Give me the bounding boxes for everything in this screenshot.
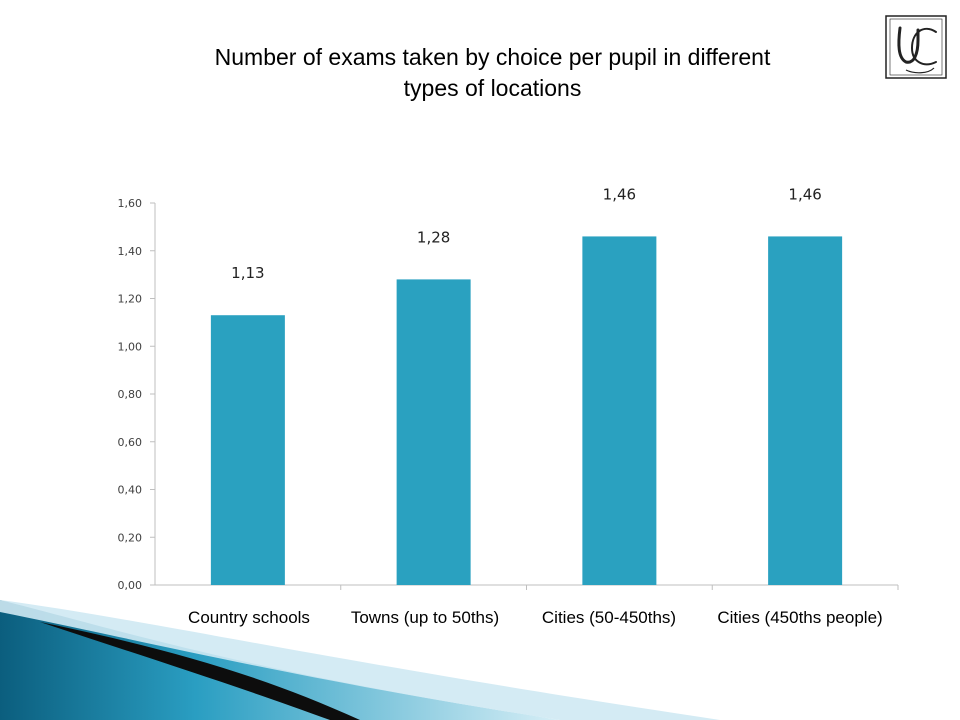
y-tick-label: 1,40 (118, 245, 143, 258)
y-tick-label: 0,20 (118, 531, 143, 544)
y-tick-label: 0,80 (118, 388, 143, 401)
data-label: 1,46 (788, 185, 821, 203)
title-line-1: Number of exams taken by choice per pupi… (214, 44, 771, 70)
uc-logo (885, 15, 947, 79)
data-label: 1,28 (417, 228, 450, 246)
decorative-swoosh (0, 600, 720, 720)
y-tick-label: 0,60 (118, 436, 143, 449)
x-category-label: Cities (450ths people) (717, 608, 882, 627)
y-tick-label: 1,20 (118, 293, 143, 306)
y-tick-label: 0,40 (118, 484, 143, 497)
bar (582, 236, 657, 586)
bar (768, 236, 843, 586)
x-category-label: Cities (50-450ths) (542, 608, 676, 627)
bar (396, 279, 471, 585)
x-category-label: Country schools (188, 608, 310, 627)
x-category-label: Towns (up to 50ths) (351, 608, 499, 627)
chart-plot-area: 0,00 0,20 0,40 0,60 0,80 1,00 1,20 1,40 1,60 1,13… (118, 185, 899, 627)
data-label: 1,46 (603, 185, 636, 203)
y-tick-label: 1,00 (118, 340, 143, 353)
bar (210, 315, 285, 585)
data-label: 1,13 (231, 264, 264, 282)
y-tick-label: 1,60 (118, 197, 143, 210)
slide-title: Number of exams taken by choice per pupi… (150, 42, 835, 104)
y-tick-label: 0,00 (118, 579, 143, 592)
title-line-2: types of locations (403, 75, 582, 101)
